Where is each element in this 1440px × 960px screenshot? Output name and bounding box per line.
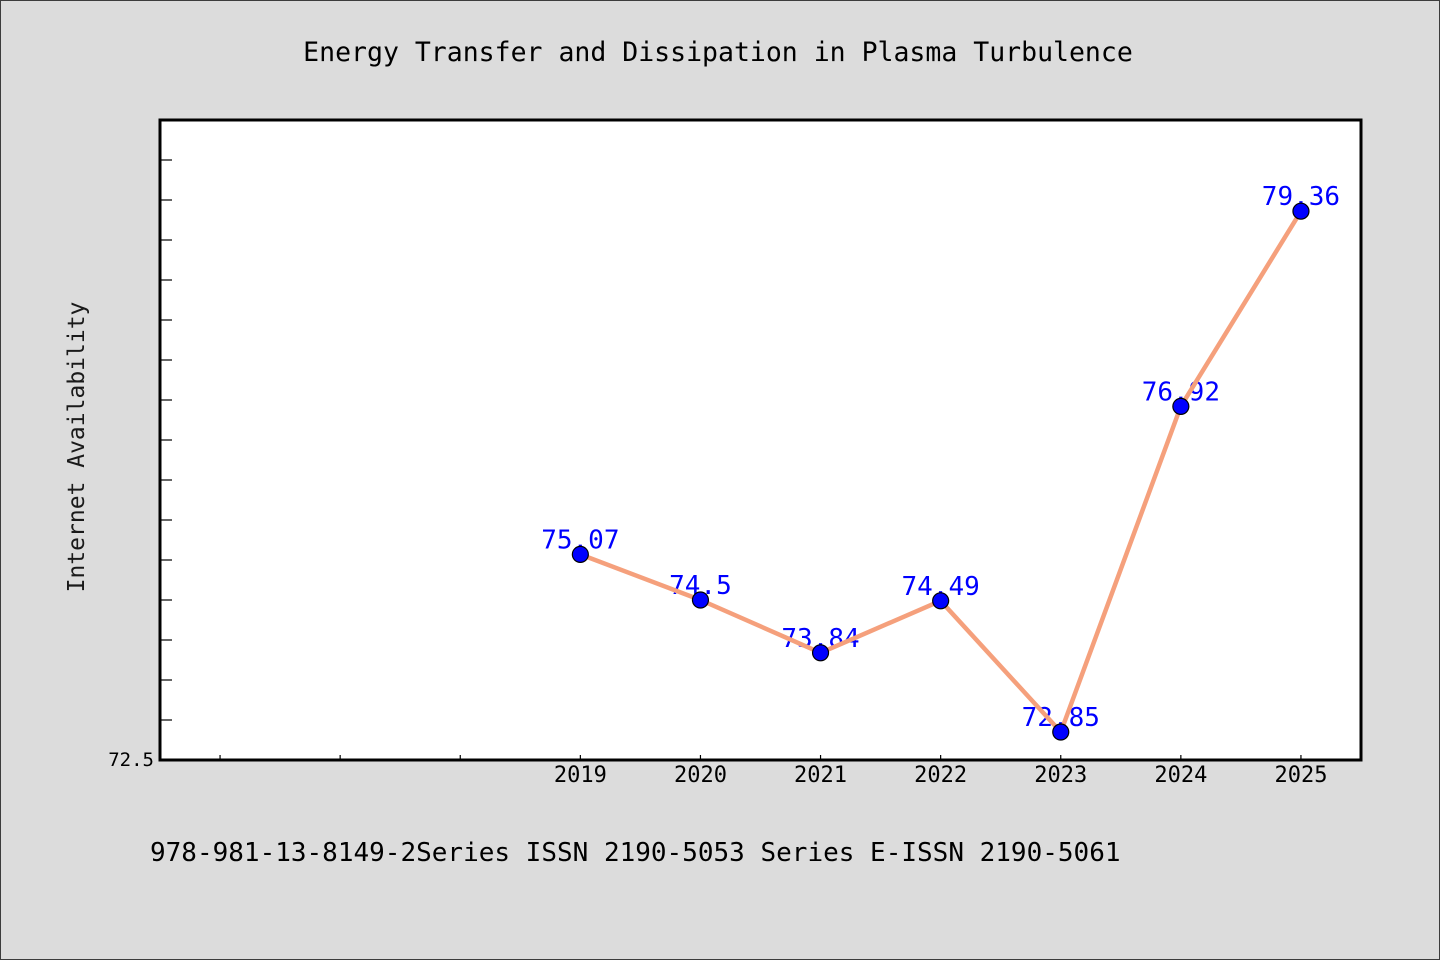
data-point-marker xyxy=(691,591,710,609)
data-point-markers xyxy=(571,202,1310,741)
data-point-marker xyxy=(1052,723,1070,741)
x-tick-label: 2023 xyxy=(1034,763,1087,788)
x-tick-label: 2020 xyxy=(674,763,727,788)
plot-border xyxy=(158,118,1363,762)
data-point-marker xyxy=(1172,397,1190,415)
y-axis-label: Internet Availability xyxy=(64,302,90,593)
footer-isbn-text: 978-981-13-8149-2Series ISSN 2190-5053 S… xyxy=(150,838,1121,868)
y-tick-label: 72.5 xyxy=(108,749,154,771)
plot-area xyxy=(160,120,1361,760)
data-point-marker xyxy=(811,644,830,662)
chart-title: Energy Transfer and Dissipation in Plasm… xyxy=(303,37,1133,68)
x-tick-label: 2019 xyxy=(554,763,607,788)
data-point-marker xyxy=(571,545,589,564)
x-tick-label: 2022 xyxy=(914,763,967,788)
x-axis-ticks: 2019 2020 2021 2022 2023 2024 2025 xyxy=(219,755,1327,788)
data-point-marker xyxy=(932,592,950,610)
x-tick-label: 2025 xyxy=(1274,763,1327,788)
data-point-marker xyxy=(1292,202,1310,220)
x-tick-label: 2024 xyxy=(1154,763,1207,788)
x-tick-label: 2021 xyxy=(794,763,847,788)
